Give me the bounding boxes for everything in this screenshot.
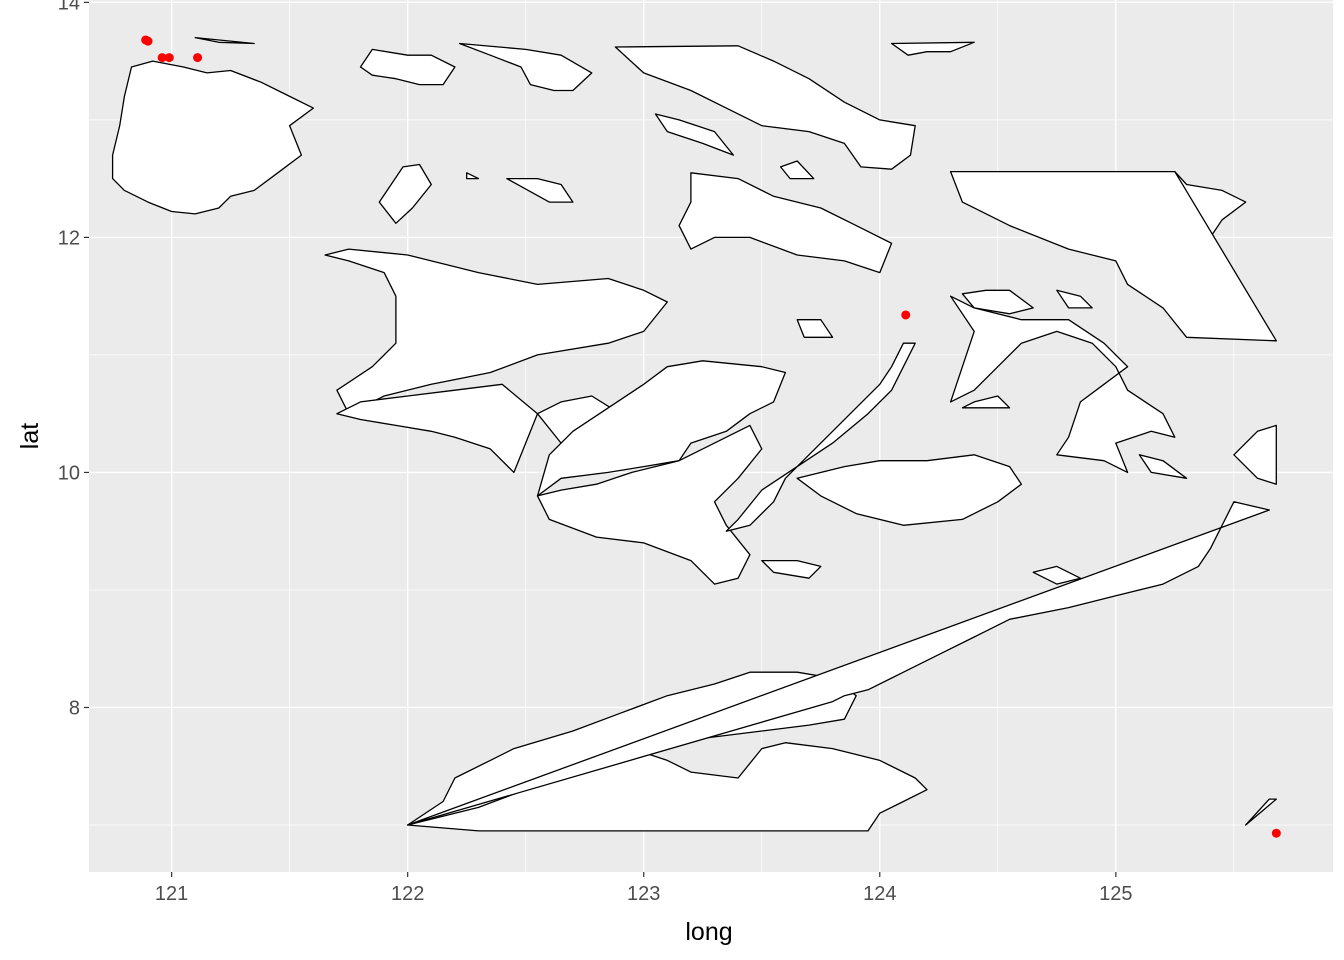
island-polygon — [678, 172, 893, 274]
island-polygon — [466, 172, 480, 180]
island-polygon — [890, 41, 975, 56]
x-tick-label: 123 — [627, 883, 660, 905]
island-polygon — [1138, 454, 1188, 479]
island-polygons — [111, 36, 1277, 832]
island-polygon — [336, 383, 539, 474]
data-point — [157, 53, 167, 63]
island-polygon — [1056, 289, 1093, 309]
island-polygon — [111, 60, 314, 215]
island-polygon — [536, 360, 787, 497]
x-axis-title: long — [685, 918, 732, 946]
x-tick-label: 124 — [863, 883, 896, 905]
island-polygon — [324, 248, 668, 415]
island-polygon — [761, 559, 822, 579]
data-point — [1271, 828, 1281, 838]
island-polygon — [779, 160, 815, 180]
data-point — [164, 53, 174, 63]
island-polygon — [614, 45, 916, 170]
data-point — [193, 53, 203, 63]
y-tick-label: 8 — [69, 697, 80, 719]
data-point — [143, 36, 153, 46]
island-polygon — [1233, 424, 1277, 485]
island-polygon — [458, 42, 593, 92]
island-polygon — [949, 170, 1277, 342]
island-polygon — [1032, 565, 1082, 585]
island-polygon — [359, 48, 456, 86]
island-polygon — [506, 177, 574, 203]
island-polygon — [378, 163, 432, 224]
y-axis-title: lat — [16, 423, 44, 449]
x-tick-label: 122 — [391, 883, 424, 905]
island-polygon — [194, 36, 255, 45]
island-polygon — [654, 113, 735, 156]
island-polygon — [961, 395, 1011, 409]
x-tick-label: 125 — [1099, 883, 1132, 905]
y-tick-label: 12 — [58, 227, 80, 249]
data-point — [901, 310, 911, 320]
island-polygon — [796, 454, 1023, 526]
island-polygon — [949, 295, 1176, 474]
island-polygon — [536, 424, 763, 585]
y-tick-label: 10 — [58, 462, 80, 484]
data-points — [141, 35, 1281, 838]
axis-ticks: 121 122 123 124 125 8 10 12 14 — [58, 0, 1133, 905]
x-tick-label: 121 — [155, 883, 188, 905]
island-polygon — [796, 319, 834, 338]
island-polygon — [725, 342, 916, 532]
island-polygon — [407, 501, 1270, 826]
y-tick-label: 14 — [58, 0, 80, 14]
island-polygon — [1245, 798, 1277, 826]
